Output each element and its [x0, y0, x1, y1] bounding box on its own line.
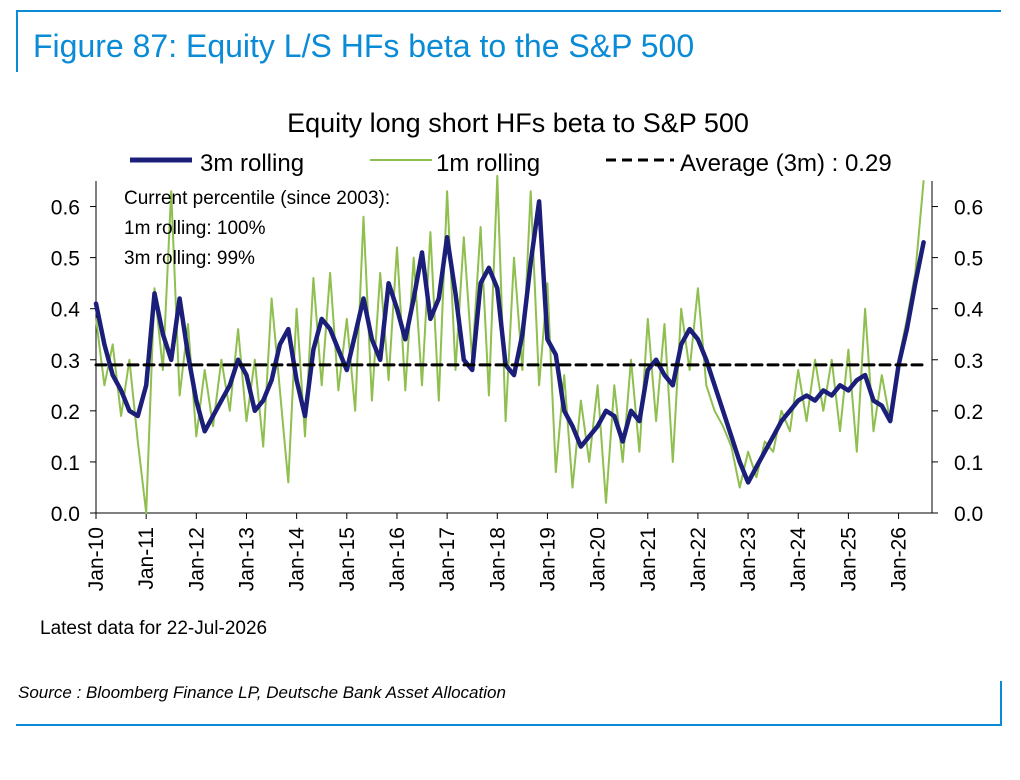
- y-tick-label-left: 0.0: [51, 503, 80, 526]
- y-tick-label-right: 0.6: [954, 197, 983, 220]
- x-tick-label: Jan-20: [587, 527, 610, 591]
- figure-bottom-rule: [16, 724, 1002, 726]
- y-tick-label-left: 0.4: [51, 299, 81, 322]
- figure-top-rule: [16, 10, 1001, 12]
- y-tick-label-right: 0.3: [954, 350, 983, 373]
- x-tick-label: Jan-23: [737, 527, 760, 591]
- x-tick-label: Jan-10: [85, 527, 108, 591]
- legend: 3m rolling 1m rolling Average (3m) : 0.2…: [130, 150, 892, 177]
- y-tick-label-left: 0.1: [51, 452, 80, 475]
- annotation-line-3: 3m rolling: 99%: [124, 248, 255, 269]
- figure-left-rule: [16, 10, 18, 72]
- y-tick-label-right: 0.4: [954, 299, 984, 322]
- percentile-annotation: Current percentile (since 2003): 1m roll…: [124, 188, 390, 269]
- x-tick-label: Jan-24: [787, 527, 810, 592]
- figure-title: Figure 87: Equity L/S HFs beta to the S&…: [33, 28, 695, 64]
- x-tick-label: Jan-14: [286, 527, 309, 592]
- x-tick-label: Jan-19: [536, 527, 559, 591]
- x-tick-label: Jan-12: [185, 527, 208, 591]
- legend-1m-label: 1m rolling: [436, 150, 540, 177]
- y-tick-label-left: 0.3: [51, 350, 80, 373]
- legend-3m-label: 3m rolling: [200, 150, 304, 177]
- x-tick-label: Jan-26: [888, 527, 911, 591]
- latest-data-note: Latest data for 22-Jul-2026: [40, 618, 267, 639]
- source-note: Source : Bloomberg Finance LP, Deutsche …: [18, 683, 506, 702]
- y-tick-label-left: 0.5: [51, 248, 80, 271]
- x-tick-label: Jan-13: [235, 527, 258, 591]
- y-tick-label-left: 0.6: [51, 197, 80, 220]
- x-tick-label: Jan-25: [837, 527, 860, 591]
- y-tick-label-right: 0.5: [954, 248, 983, 271]
- legend-average-label: Average (3m) : 0.29: [680, 150, 892, 177]
- x-tick-label: Jan-17: [436, 527, 459, 591]
- chart-title: Equity long short HFs beta to S&P 500: [287, 108, 749, 138]
- figure-right-rule: [1000, 681, 1002, 725]
- x-tick-label: Jan-21: [637, 527, 660, 591]
- series-line-3m-rolling: [93, 199, 926, 485]
- x-tick-label: Jan-16: [386, 527, 409, 591]
- y-tick-label-left: 0.2: [51, 401, 80, 424]
- x-tick-label: Jan-22: [687, 527, 710, 591]
- annotation-line-1: Current percentile (since 2003):: [124, 188, 390, 209]
- annotation-line-2: 1m rolling: 100%: [124, 218, 266, 239]
- y-tick-label-right: 0.1: [954, 452, 983, 475]
- x-tick-label: Jan-18: [486, 527, 509, 591]
- x-tick-label: Jan-11: [135, 527, 158, 590]
- plot-area: 0.0 0.0 0.1 0.1 0.2 0.2 0.3 0.3 0.4 0.4 0.5 0.5 0.6 0…: [51, 174, 984, 592]
- y-tick-label-right: 0.2: [954, 401, 983, 424]
- y-tick-label-right: 0.0: [954, 503, 983, 526]
- x-tick-label: Jan-15: [336, 527, 359, 591]
